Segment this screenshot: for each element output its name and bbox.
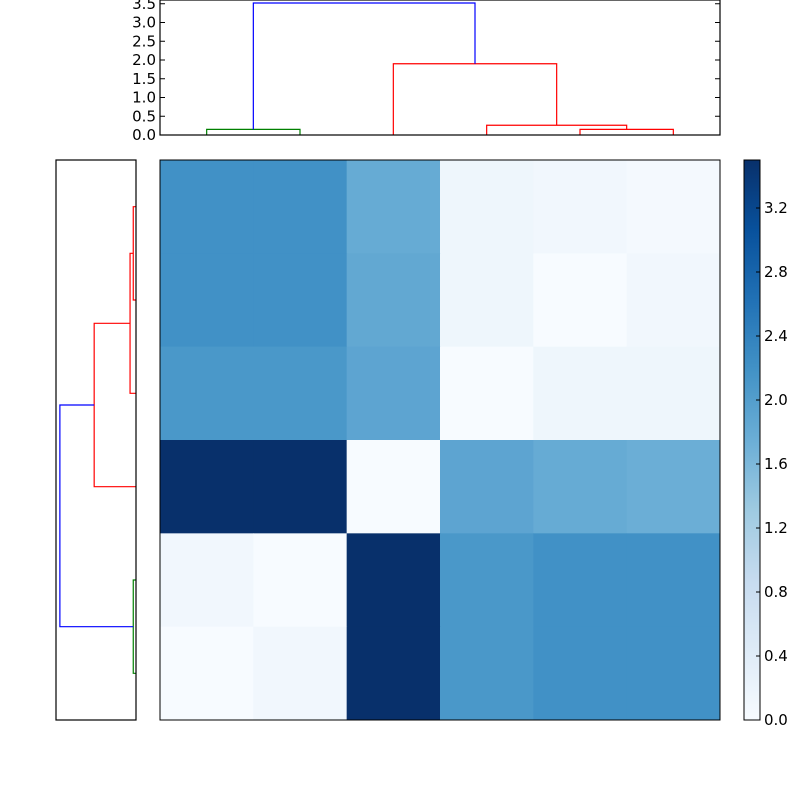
left-dendrogram-frame [55,159,137,721]
heatmap-frame [159,159,721,721]
colorbar-gradient [743,159,761,721]
colorbar-tick-label: 0.4 [764,647,788,665]
heatmap-cell [346,440,441,534]
heatmap-cell [253,160,348,254]
heatmap-cell [253,533,348,628]
heatmap-cell [160,253,254,348]
colorbar-tick-label: 2.4 [764,327,788,345]
heatmap-cell [533,440,628,534]
heatmap-cell [253,346,348,441]
y-tick-label: 2.0 [132,51,156,69]
heatmap-cell [346,160,441,254]
colorbar-tick-label: 1.6 [764,455,788,473]
heatmap-cell [253,253,348,348]
heatmap-cell [160,346,254,441]
y-tick-label: 2.5 [132,32,156,50]
left-dendrogram [55,159,137,721]
heatmap-cell [160,440,254,534]
heatmap-cell [346,346,441,441]
heatmap-cell [346,253,441,348]
colorbar-tick-label: 1.2 [764,519,788,537]
y-tick-label: 0.0 [132,126,156,144]
heatmap-cell [626,626,721,721]
top-dendrogram-frame [159,0,721,136]
y-tick-label: 1.0 [132,89,156,107]
colorbar: 0.0 0.4 0.8 1.2 1.6 2.0 2.4 2.8 3.2 [743,159,788,729]
heatmap-cell [533,533,628,628]
dendrogram-link [579,128,674,135]
heatmap-cell [533,626,628,721]
colorbar-tick-label: 2.0 [764,391,788,409]
y-tick-label: 0.5 [132,107,156,125]
heatmap-cell [346,533,441,628]
heatmap [159,159,721,721]
heatmap-cell [626,346,721,441]
y-tick-label: 3.0 [132,14,156,32]
y-tick-label: 3.5 [132,0,156,13]
colorbar-tick-label: 0.8 [764,583,788,601]
heatmap-cell [626,533,721,628]
heatmap-cell [440,346,534,441]
dendrogram-link [59,404,134,628]
colorbar-tick-label: 2.8 [764,263,788,281]
heatmap-cell [626,253,721,348]
heatmap-cell [346,626,441,721]
heatmap-cell [440,533,534,628]
heatmap-cell [160,533,254,628]
dendrogram-link [486,124,628,135]
heatmap-cell [533,253,628,348]
dendrogram-link [206,128,301,135]
heatmap-cell [253,626,348,721]
colorbar-tick-label: 3.2 [764,199,788,217]
heatmap-cell [626,440,721,534]
heatmap-cell [440,440,534,534]
top-dendrogram: 0.00.51.01.52.02.53.03.5 [132,0,721,144]
heatmap-cell [440,253,534,348]
heatmap-cell [533,160,628,254]
heatmap-cell [626,160,721,254]
heatmap-cell [160,160,254,254]
dendrogram-link [252,2,476,130]
heatmap-cell [440,160,534,254]
heatmap-cell [160,626,254,721]
heatmap-cell [440,626,534,721]
heatmap-cell [533,346,628,441]
heatmap-cell [253,440,348,534]
colorbar-tick-label: 0.0 [764,711,788,729]
y-tick-label: 1.5 [132,70,156,88]
dendrogram-link [392,63,558,135]
